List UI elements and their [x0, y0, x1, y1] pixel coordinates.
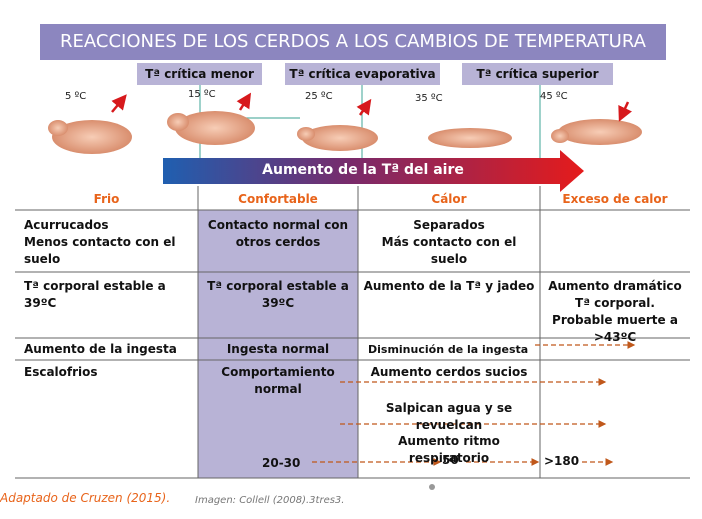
image-credit: Imagen: Collell (2008).3tres3. — [195, 495, 345, 506]
threshold: Tª crítica evaporativa — [285, 63, 440, 85]
column-header: Confortable — [238, 192, 318, 206]
title: REACCIONES DE LOS CERDOS A LOS CAMBIOS D… — [60, 31, 646, 52]
temperature: 5 ºC — [65, 91, 87, 102]
threshold: Tª crítica menor — [137, 63, 262, 85]
cell: Contacto normal con otros cerdos — [207, 218, 349, 249]
temperature: 25 ºC — [305, 91, 333, 102]
air-arrow-label: Aumento de la Tª del aire — [262, 162, 464, 178]
cell: Disminución de la ingesta — [368, 343, 529, 356]
temperature-arrows — [111, 92, 632, 122]
temperature: 45 ºC — [540, 91, 568, 102]
cell: Escalofrios — [24, 365, 98, 379]
cell: 50 — [442, 453, 459, 467]
cell: Acurrucados — [24, 218, 109, 232]
threshold: Tª crítica superior — [462, 63, 613, 85]
cell: Ingesta normal — [226, 342, 330, 356]
cell: Aumento de la Tª y jadeo — [363, 279, 535, 293]
cell: >180 — [544, 454, 580, 468]
cell: Más contacto con el suelo — [381, 235, 517, 266]
cell: Tª corporal estable a 39ºC — [207, 279, 349, 310]
source: Adaptado de Cruzen (2015). — [0, 491, 171, 505]
cell: Menos contacto con el suelo — [24, 235, 176, 266]
cell: Aumento de la ingesta — [24, 342, 177, 356]
air-arrow — [163, 150, 584, 192]
column-header: Exceso de calor — [562, 192, 668, 206]
cell: Comportamiento normal — [221, 365, 335, 396]
column-header: Cálor — [431, 192, 467, 206]
table-lines — [15, 186, 690, 479]
trend-arrows — [312, 341, 636, 466]
cell: Aumento dramático Tª corporal. Probable … — [548, 279, 682, 344]
temperature: 35 ºC — [415, 93, 443, 104]
cell: Aumento cerdos sucios — [370, 365, 528, 379]
cell: Tª corporal estable a 39ºC — [24, 279, 166, 310]
title-banner — [40, 24, 666, 60]
cell: Aumento ritmo respiratorio — [398, 434, 500, 465]
cell: 20-30 — [262, 456, 301, 470]
dot — [429, 484, 435, 490]
temperature: 15 ºC — [188, 89, 216, 100]
pigs — [48, 111, 642, 154]
cell: Salpican agua y se revuelcan — [385, 401, 513, 432]
column-header: Frio — [93, 192, 120, 206]
cell: Separados — [413, 218, 485, 232]
